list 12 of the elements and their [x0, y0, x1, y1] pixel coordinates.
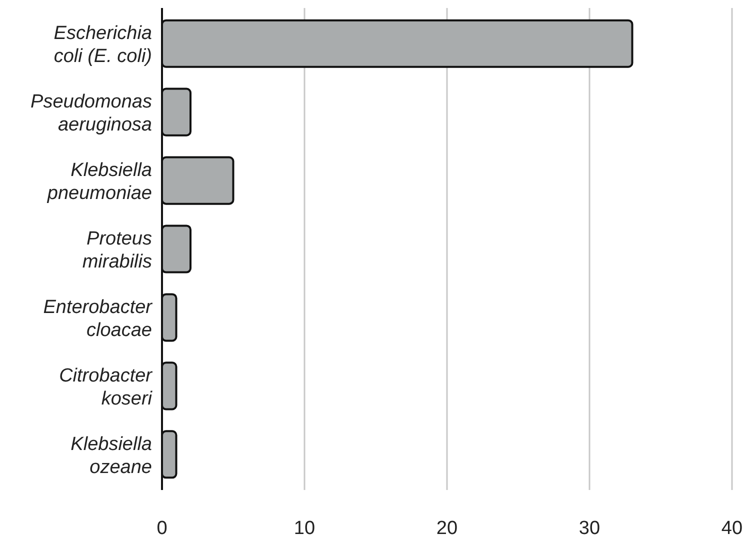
y-tick-label: Enterobacter cloacae — [43, 296, 153, 341]
x-tick-label: 10 — [294, 518, 316, 539]
y-tick-label: Citrobacter koseri — [59, 365, 153, 410]
y-tick-label: Pseudomonas aeruginosa — [30, 92, 152, 136]
y-tick-label: Proteus mirabilis — [82, 228, 152, 272]
x-tick-label: 40 — [721, 518, 743, 539]
x-tick-label: 30 — [578, 518, 600, 539]
y-tick-label: Klebsiella pneumoniae — [46, 160, 152, 204]
y-tick-label: Escherichia coli (E. coli) — [54, 23, 152, 68]
x-tick-label: 20 — [436, 518, 458, 539]
y-tick-label: Klebsiella ozeane — [70, 434, 152, 478]
x-tick-label: 0 — [156, 518, 168, 539]
